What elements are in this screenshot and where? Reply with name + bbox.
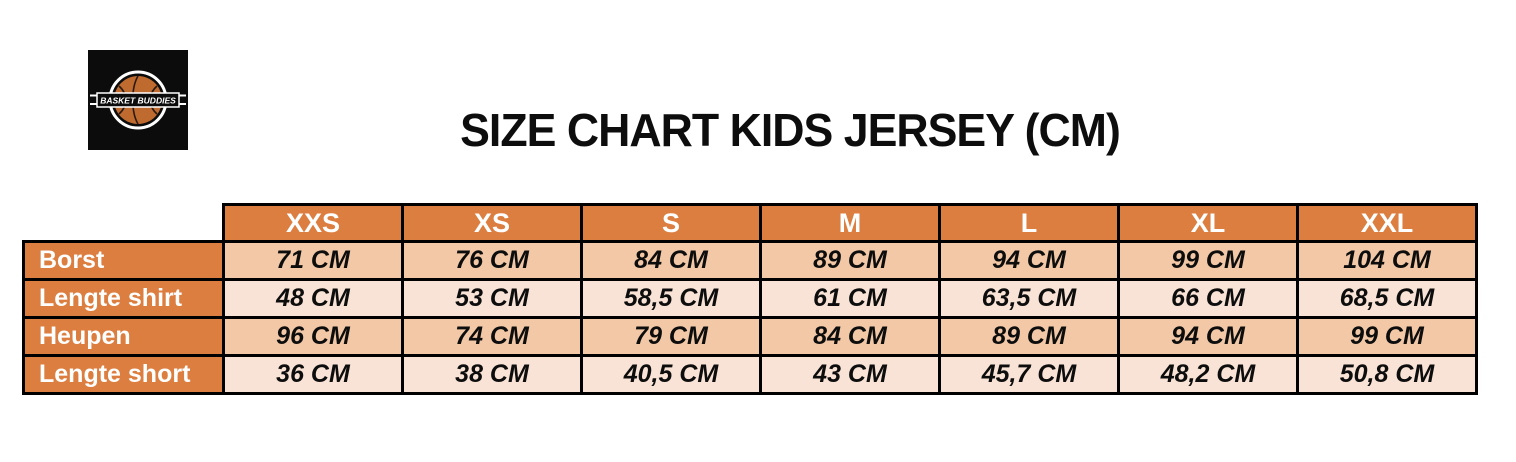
- size-value-cell: 89 CM: [938, 316, 1120, 357]
- row-label-borst: Borst: [22, 240, 225, 281]
- col-header-l: L: [938, 203, 1120, 243]
- table-row-borst: Borst 71 CM 76 CM 84 CM 89 CM 94 CM 99 C…: [22, 240, 1478, 281]
- size-value-cell: 50,8 CM: [1296, 354, 1478, 395]
- size-value-cell: 79 CM: [580, 316, 762, 357]
- size-chart-table: XXS XS S M L XL XXL Borst 71 CM 76 CM 84…: [22, 203, 1478, 395]
- basketball-icon: BASKET BUDDIES: [88, 50, 188, 150]
- size-value-cell: 43 CM: [759, 354, 941, 395]
- size-value-cell: 96 CM: [222, 316, 404, 357]
- size-value-cell: 71 CM: [222, 240, 404, 281]
- table-row-heupen: Heupen 96 CM 74 CM 79 CM 84 CM 89 CM 94 …: [22, 316, 1478, 357]
- size-value-cell: 76 CM: [401, 240, 583, 281]
- size-value-cell: 36 CM: [222, 354, 404, 395]
- col-header-xl: XL: [1117, 203, 1299, 243]
- size-value-cell: 48,2 CM: [1117, 354, 1299, 395]
- size-value-cell: 40,5 CM: [580, 354, 762, 395]
- col-header-m: M: [759, 203, 941, 243]
- size-value-cell: 104 CM: [1296, 240, 1478, 281]
- table-row-lengte-shirt: Lengte shirt 48 CM 53 CM 58,5 CM 61 CM 6…: [22, 278, 1478, 319]
- basket-buddies-logo: BASKET BUDDIES: [88, 50, 188, 150]
- size-value-cell: 45,7 CM: [938, 354, 1120, 395]
- size-value-cell: 58,5 CM: [580, 278, 762, 319]
- size-value-cell: 94 CM: [1117, 316, 1299, 357]
- size-value-cell: 89 CM: [759, 240, 941, 281]
- size-value-cell: 99 CM: [1296, 316, 1478, 357]
- page-title: SIZE CHART KIDS JERSEY (CM): [460, 104, 1121, 156]
- size-header-row: XXS XS S M L XL XXL: [24, 203, 1478, 243]
- row-label-lengte-shirt: Lengte shirt: [22, 278, 225, 319]
- table-row-lengte-short: Lengte short 36 CM 38 CM 40,5 CM 43 CM 4…: [22, 354, 1478, 395]
- size-value-cell: 61 CM: [759, 278, 941, 319]
- row-label-heupen: Heupen: [22, 316, 225, 357]
- row-label-lengte-short: Lengte short: [22, 354, 225, 395]
- col-header-xxl: XXL: [1296, 203, 1478, 243]
- size-value-cell: 74 CM: [401, 316, 583, 357]
- col-header-s: S: [580, 203, 762, 243]
- size-value-cell: 53 CM: [401, 278, 583, 319]
- empty-corner-cell: [24, 205, 224, 242]
- size-value-cell: 66 CM: [1117, 278, 1299, 319]
- size-value-cell: 48 CM: [222, 278, 404, 319]
- size-value-cell: 38 CM: [401, 354, 583, 395]
- logo-text: BASKET BUDDIES: [100, 96, 176, 106]
- size-value-cell: 94 CM: [938, 240, 1120, 281]
- size-value-cell: 84 CM: [759, 316, 941, 357]
- size-value-cell: 63,5 CM: [938, 278, 1120, 319]
- col-header-xxs: XXS: [222, 203, 404, 243]
- size-value-cell: 68,5 CM: [1296, 278, 1478, 319]
- size-value-cell: 84 CM: [580, 240, 762, 281]
- col-header-xs: XS: [401, 203, 583, 243]
- size-value-cell: 99 CM: [1117, 240, 1299, 281]
